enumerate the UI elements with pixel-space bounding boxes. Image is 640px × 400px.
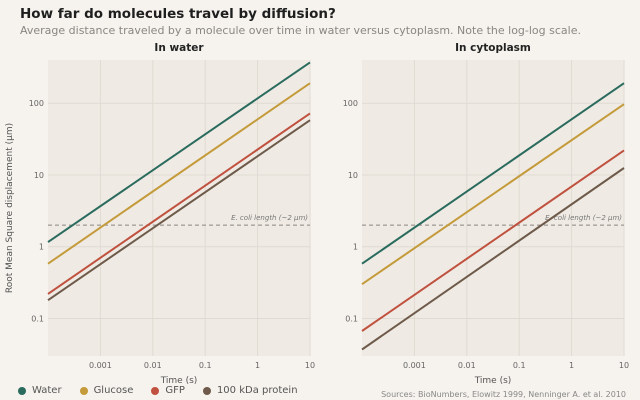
series-line-glucose [361,103,625,286]
legend-item: Glucose [79,385,134,396]
panel-title: In water [154,42,204,54]
plot-area [362,60,624,356]
chart-panel-1: 0.001 0.01 0.1 1 10 0.1 1 10 100 E. coli length (… [343,42,629,386]
x-axis-title: Time (s) [160,376,198,386]
y-tick-label: 1 [353,243,358,252]
chart-subtitle: Average distance traveled by a molecule … [20,24,581,37]
series-line-100-kda-protein [47,119,311,302]
legend-item: GFP [151,385,185,396]
x-tick-label: 0.001 [89,361,112,370]
chart-panel-0: 0.001 0.01 0.1 1 10 0.1 1 10 100 E. coli length (… [5,42,315,386]
y-axis-title: Root Mean Square displacement (μm) [5,123,15,293]
chart-title: How far do molecules travel by diffusion… [20,6,336,22]
x-tick-label: 10 [305,361,315,370]
x-tick-label: 0.1 [513,361,526,370]
legend-swatch [202,386,211,395]
legend-label: GFP [165,385,185,396]
x-tick-label: 0.1 [199,361,212,370]
series-line-100-kda-protein [361,167,625,351]
x-tick-label: 0.01 [144,361,162,370]
series-line-water [361,82,625,265]
legend-label: 100 kDa protein [216,385,298,396]
x-axis-title: Time (s) [474,376,512,386]
legend-swatch [79,386,88,395]
y-tick-label: 0.1 [31,314,44,323]
y-tick-label: 1 [39,243,44,252]
source-note: Sources: BioNumbers, Elowitz 1999, Nenni… [381,390,626,399]
x-tick-label: 0.01 [458,361,476,370]
plot-area [48,60,310,356]
x-tick-label: 10 [619,361,629,370]
legend-item: Water [18,385,62,396]
legend-swatch [151,386,160,395]
chart-legend: Water Glucose GFP 100 kDa protein [18,385,298,396]
legend-label: Water [32,385,62,396]
reference-line-label: E. coli length (~2 μm) [231,214,308,222]
series-line-gfp [361,149,625,332]
series-line-water [47,61,311,243]
legend-item: 100 kDa protein [202,385,298,396]
x-tick-label: 1 [255,361,260,370]
legend-label: Glucose [93,385,134,396]
series-line-gfp [47,112,311,295]
y-tick-label: 10 [34,171,44,180]
reference-line-label: E. coli length (~2 μm) [545,214,622,222]
x-tick-label: 0.001 [403,361,426,370]
y-tick-label: 100 [343,99,358,108]
y-tick-label: 100 [29,99,44,108]
series-line-glucose [47,82,311,265]
legend-swatch [18,386,26,395]
y-tick-label: 10 [348,171,358,180]
y-tick-label: 0.1 [345,314,358,323]
x-tick-label: 1 [569,361,574,370]
panel-title: In cytoplasm [455,42,531,54]
